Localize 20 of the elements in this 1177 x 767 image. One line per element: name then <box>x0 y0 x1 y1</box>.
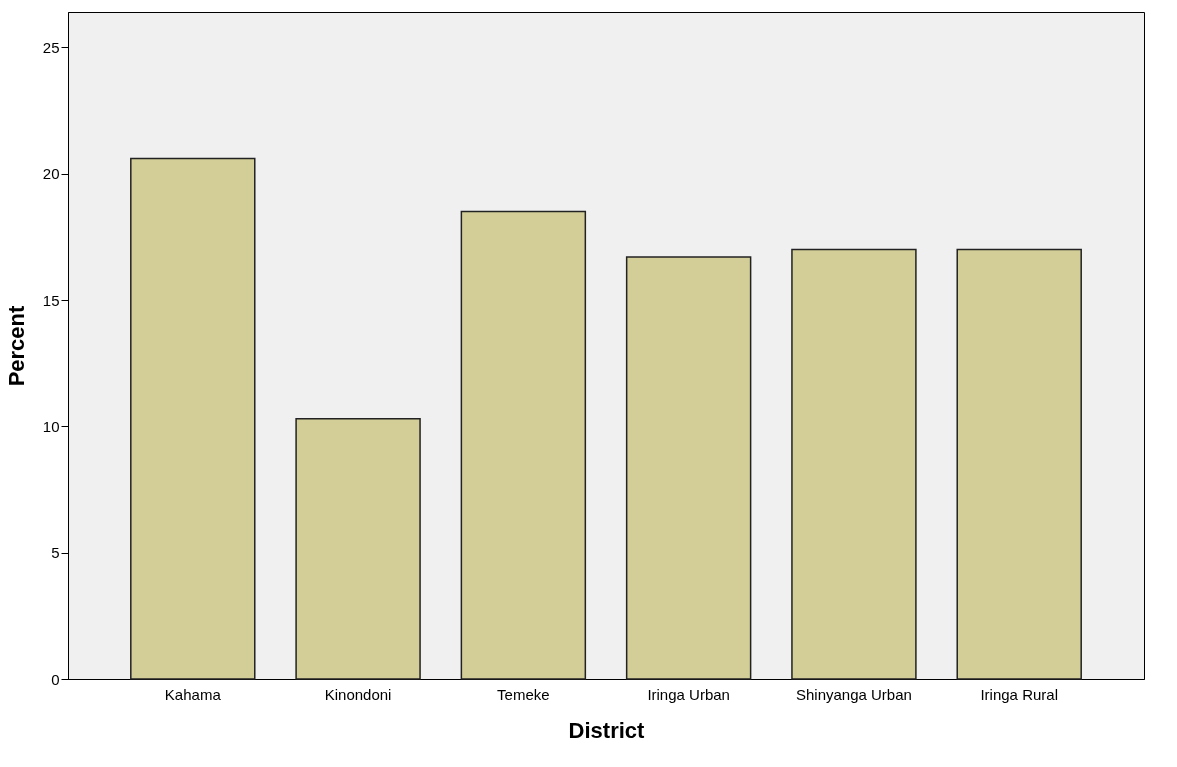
bar <box>625 256 752 680</box>
y-axis-title: Percent <box>3 304 29 387</box>
x-tick-label: Kinondoni <box>324 685 392 703</box>
bar <box>130 157 256 680</box>
y-tick-label: 0 <box>51 670 60 688</box>
bar <box>460 210 587 680</box>
x-tick-label: Shinyanga Urban <box>795 685 912 703</box>
y-tick-label: 5 <box>51 544 60 562</box>
y-tick-label: 10 <box>42 417 60 435</box>
x-tick-label: Kahama <box>164 685 222 703</box>
x-axis-title: District <box>568 717 646 743</box>
bar <box>791 248 917 680</box>
x-tick-label: Iringa Rural <box>980 685 1058 703</box>
y-tick-label: 20 <box>42 165 60 183</box>
x-tick-label: Iringa Urban <box>647 685 730 703</box>
x-tick-label: Temeke <box>497 685 550 703</box>
bar <box>956 248 1082 680</box>
bar <box>295 418 421 680</box>
y-tick-label: 15 <box>42 291 60 309</box>
y-tick-label: 25 <box>42 38 60 56</box>
